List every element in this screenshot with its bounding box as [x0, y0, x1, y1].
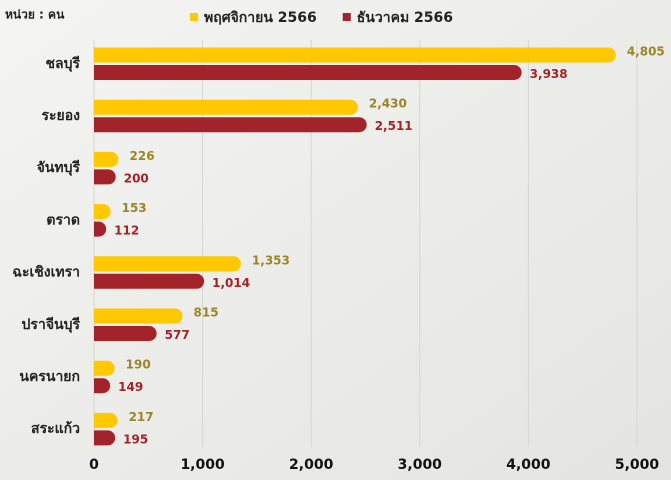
legend-label: ธันวาคม 2566 — [357, 10, 453, 26]
bar — [94, 151, 119, 167]
x-tick-label: 4,000 — [506, 457, 551, 473]
value-label: 1,014 — [212, 276, 250, 290]
x-tick-label: 1,000 — [180, 457, 225, 473]
legend-label: พฤศจิกายน 2566 — [204, 10, 317, 26]
x-tick-label: 0 — [89, 457, 99, 473]
unit-label: หน่วย : คน — [5, 8, 65, 22]
bar — [94, 360, 115, 376]
value-label: 149 — [118, 380, 143, 394]
category-label: สระแก้ว — [31, 421, 80, 437]
value-label: 190 — [126, 358, 151, 372]
bar — [94, 273, 205, 289]
value-label: 226 — [130, 149, 155, 163]
bar — [94, 430, 116, 446]
category-label: นครนายก — [19, 369, 80, 385]
bar — [94, 204, 111, 220]
x-tick-label: 3,000 — [398, 457, 443, 473]
value-label: 4,805 — [627, 45, 665, 59]
value-label: 153 — [122, 201, 147, 215]
value-label: 577 — [165, 328, 190, 342]
bar — [94, 117, 367, 133]
bar — [94, 412, 118, 428]
legend-swatch — [190, 13, 198, 21]
value-label: 217 — [129, 410, 154, 424]
value-label: 200 — [124, 171, 149, 185]
bar — [94, 326, 157, 341]
legend-swatch — [342, 13, 351, 21]
category-label: ปราจีนบุรี — [22, 317, 81, 333]
x-tick-label: 2,000 — [289, 457, 334, 473]
bar — [94, 169, 116, 185]
category-label: ตราด — [46, 212, 80, 228]
category-label: ชลบุรี — [46, 56, 81, 72]
value-label: 815 — [194, 306, 219, 320]
bar — [94, 378, 111, 394]
bar — [94, 65, 522, 80]
value-label: 2,511 — [375, 119, 413, 133]
bar — [94, 308, 183, 324]
bar — [94, 256, 241, 272]
category-label: ระยอง — [42, 108, 81, 124]
value-label: 195 — [123, 432, 148, 446]
value-label: 2,430 — [369, 97, 407, 111]
x-tick-label: 5,000 — [615, 457, 660, 473]
category-label: ฉะเชิงเทรา — [12, 265, 80, 281]
category-label: จันทบุรี — [37, 160, 81, 176]
bar — [94, 99, 358, 115]
value-label: 3,938 — [530, 67, 568, 81]
bar — [94, 221, 107, 237]
bar — [94, 47, 616, 63]
value-label: 1,353 — [252, 253, 290, 267]
value-label: 112 — [114, 224, 139, 238]
